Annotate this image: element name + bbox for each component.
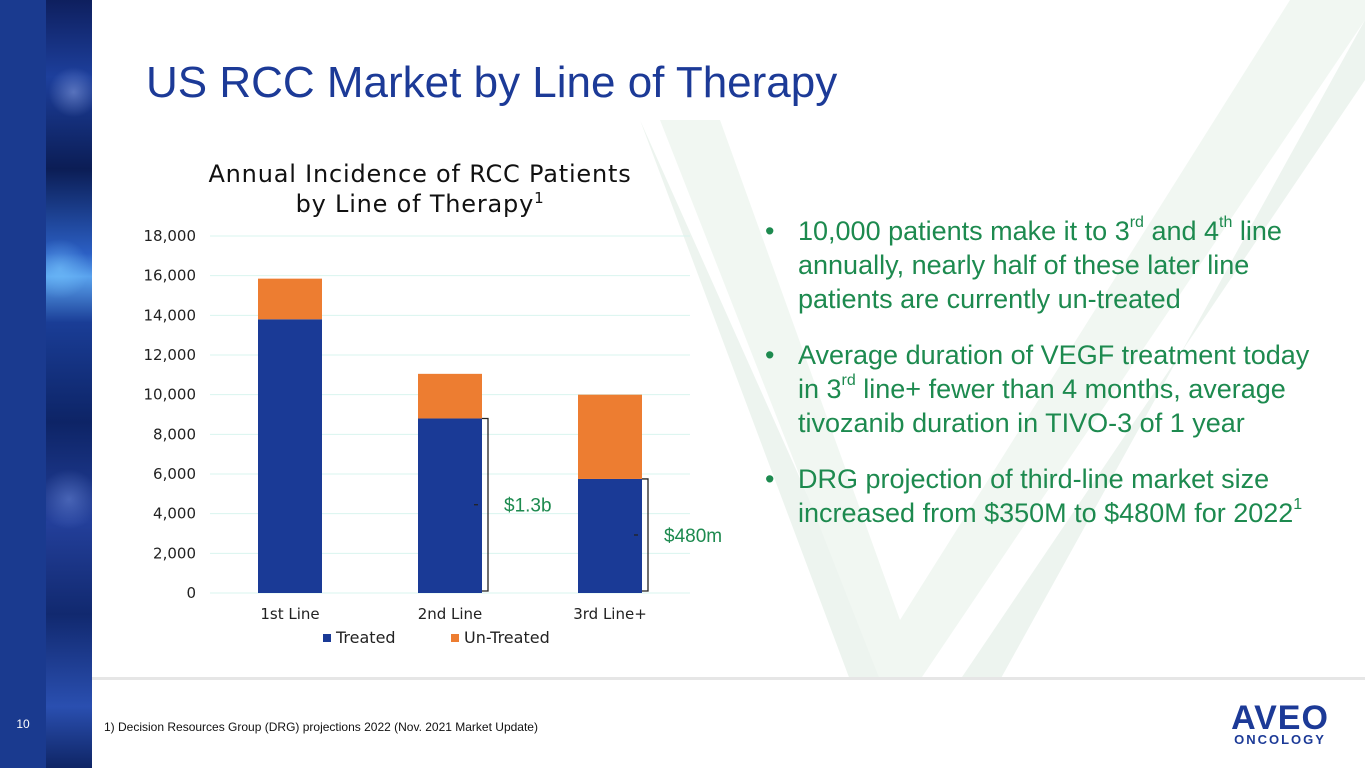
logo-watermark	[640, 0, 1365, 680]
bullet-item: • Average duration of VEGF treatment toda…	[765, 340, 1310, 438]
y-tick-label: 8,000	[153, 425, 196, 443]
y-tick-label: 0	[186, 584, 196, 602]
x-tick-label: 1st Line	[260, 605, 319, 623]
bar-un-treated	[418, 373, 482, 419]
chart-title-line1: Annual Incidence of RCC Patients	[208, 160, 631, 188]
bar-treated	[578, 478, 642, 593]
side-band	[0, 0, 46, 768]
annotation-label: $480m	[664, 526, 722, 547]
side-decorative-image	[46, 0, 92, 768]
y-tick-label: 4,000	[153, 505, 196, 523]
slide-title: US RCC Market by Line of Therapy	[146, 58, 838, 107]
page-number: 10	[16, 717, 30, 731]
y-tick-label: 12,000	[144, 346, 197, 364]
legend-label: Un-Treated	[464, 628, 550, 647]
y-tick-label: 18,000	[144, 227, 197, 245]
y-tick-label: 6,000	[153, 465, 196, 483]
x-tick-label: 2nd Line	[418, 605, 483, 623]
chart-title-line2: by Line of Therapy1	[296, 189, 545, 218]
aveo-logo: AVEO ONCOLOGY	[1228, 700, 1332, 750]
annotation-bracket	[642, 478, 649, 592]
legend-label: Treated	[335, 628, 396, 647]
footer-divider	[92, 677, 1365, 680]
bullet-item: • 10,000 patients make it to 3rd and 4th …	[765, 214, 1282, 315]
legend-swatch	[451, 634, 459, 642]
annotation-bracket	[482, 417, 489, 592]
bar-treated	[418, 418, 482, 593]
logo-wordmark: AVEO	[1231, 699, 1329, 737]
footnote: 1) Decision Resources Group (DRG) projec…	[104, 720, 538, 734]
y-tick-label: 16,000	[144, 267, 197, 285]
bar-un-treated	[258, 278, 322, 320]
logo-subtitle: ONCOLOGY	[1234, 732, 1326, 747]
y-tick-label: 14,000	[144, 306, 197, 324]
y-tick-label: 10,000	[144, 386, 197, 404]
legend-swatch	[323, 634, 331, 642]
y-tick-label: 2,000	[153, 544, 196, 562]
bar-un-treated	[578, 394, 642, 479]
bar-treated	[258, 319, 322, 593]
bullet-item: • DRG projection of third-line market siz…	[765, 464, 1303, 528]
annotation-label: $1.3b	[504, 496, 552, 517]
bullet-list: • 10,000 patients make it to 3rd and 4th …	[762, 214, 1322, 552]
x-tick-label: 3rd Line+	[573, 605, 647, 623]
